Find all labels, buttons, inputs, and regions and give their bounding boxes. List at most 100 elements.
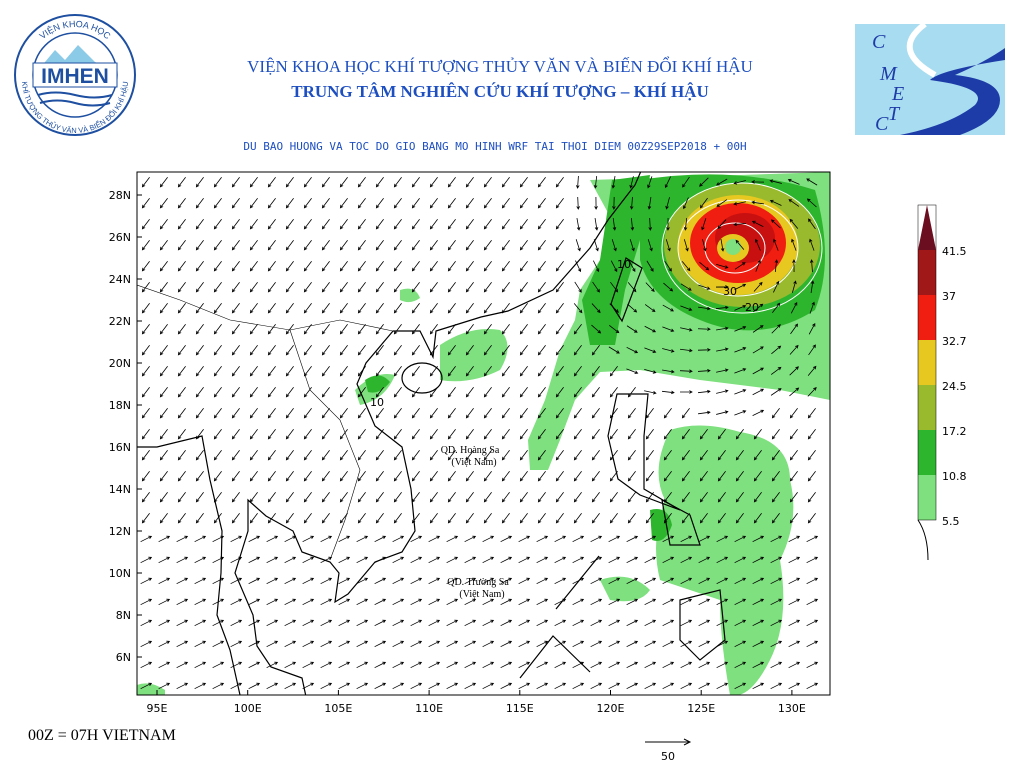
wind-arrow xyxy=(141,323,150,335)
wind-arrow xyxy=(249,428,258,440)
logo-letter: C xyxy=(875,113,889,135)
wind-arrow xyxy=(249,470,258,482)
wind-arrow xyxy=(177,344,186,356)
wind-arrow xyxy=(518,556,531,564)
wind-arrow xyxy=(593,239,599,252)
wind-arrow xyxy=(609,386,618,398)
wind-arrow xyxy=(753,303,764,313)
wind-arrow xyxy=(231,239,240,251)
wind-arrow xyxy=(610,260,618,273)
wind-arrow xyxy=(716,368,729,373)
wind-arrow xyxy=(267,491,276,503)
wind-arrow xyxy=(446,598,459,606)
wind-arrow xyxy=(482,577,495,585)
wind-arrow xyxy=(519,470,528,482)
wind-arrow xyxy=(231,260,240,272)
wind-arrow xyxy=(772,302,781,313)
wind-arrow xyxy=(158,661,171,669)
wind-arrow xyxy=(303,428,312,440)
wind-arrow xyxy=(554,619,567,627)
wind-arrow xyxy=(594,196,598,210)
wind-arrow xyxy=(465,386,474,398)
map-subtitle: DU BAO HUONG VA TOC DO GIO BANG MO HINH … xyxy=(243,140,746,153)
wind-arrow xyxy=(593,175,598,189)
wind-arrow xyxy=(284,640,297,648)
wind-arrow xyxy=(626,368,639,374)
wind-arrow xyxy=(609,449,618,461)
wind-arrow xyxy=(482,640,495,648)
wind-arrow xyxy=(666,217,670,231)
wind-arrow xyxy=(429,386,438,398)
wind-arrow xyxy=(447,428,456,440)
wind-arrow xyxy=(339,428,348,440)
wind-arrow xyxy=(213,281,222,293)
wind-arrow xyxy=(447,491,456,503)
wind-arrow xyxy=(734,326,747,332)
wind-arrow xyxy=(266,577,279,585)
wind-arrow xyxy=(752,682,765,690)
wind-arrow xyxy=(717,449,726,461)
wind-arrow xyxy=(213,470,222,482)
wind-arrow xyxy=(230,556,243,564)
legend-label: 17.2 xyxy=(942,425,967,438)
wind-arrow xyxy=(393,197,402,209)
wind-arrow xyxy=(519,323,528,335)
wind-arrow xyxy=(591,491,600,503)
map-frame xyxy=(136,171,831,696)
wind-arrow xyxy=(519,302,528,314)
wind-arrow xyxy=(519,449,528,461)
wind-arrow xyxy=(339,344,348,356)
wind-arrow xyxy=(555,407,564,419)
wind-arrow xyxy=(501,344,510,356)
wind-arrow xyxy=(176,682,189,690)
wind-arrow xyxy=(411,260,420,272)
wind-arrow xyxy=(357,386,366,398)
wind-arrow xyxy=(194,619,207,627)
wind-arrow xyxy=(357,491,366,503)
wind-arrow xyxy=(231,407,240,419)
wind-arrow xyxy=(716,682,729,690)
wind-arrow xyxy=(338,577,351,585)
wind-arrow xyxy=(591,512,600,524)
wind-arrow xyxy=(357,197,366,209)
wind-arrow xyxy=(159,344,168,356)
wind-arrow xyxy=(303,260,312,272)
wind-arrow xyxy=(680,577,693,585)
wind-arrow xyxy=(752,409,765,417)
wind-arrow xyxy=(465,197,474,209)
wind-arrow xyxy=(285,218,294,230)
wind-arrow xyxy=(213,239,222,251)
wind-arrow xyxy=(720,239,725,252)
wind-arrow xyxy=(716,178,728,186)
wind-arrow xyxy=(754,238,761,251)
wind-arrow xyxy=(213,344,222,356)
wind-arrow xyxy=(681,428,690,440)
wind-arrow xyxy=(320,619,333,627)
wind-arrow xyxy=(213,491,222,503)
wind-arrow xyxy=(575,239,581,252)
contours xyxy=(661,182,823,314)
wind-arrow xyxy=(683,239,689,252)
wind-arrow xyxy=(644,619,657,627)
wind-arrow xyxy=(446,619,459,627)
wind-arrow xyxy=(483,407,492,419)
wind-arrow xyxy=(411,449,420,461)
wind-arrow xyxy=(661,390,675,395)
wind-arrow xyxy=(320,682,333,690)
legend-label: 24.5 xyxy=(942,380,967,393)
wind-arrow xyxy=(284,661,297,669)
wind-arrow xyxy=(680,535,693,543)
wind-arrow xyxy=(267,470,276,482)
wind-arrow xyxy=(716,535,729,543)
wind-arrow xyxy=(554,556,567,564)
wind-arrow xyxy=(375,512,384,524)
wind-arrow xyxy=(339,260,348,272)
wind-arrow xyxy=(572,577,585,585)
wind-arrow xyxy=(302,598,315,606)
wind-arrow xyxy=(411,218,420,230)
wind-arrow xyxy=(734,283,747,290)
wind-arrow xyxy=(483,491,492,503)
wind-arrow xyxy=(213,197,222,209)
wind-arrow xyxy=(140,682,153,690)
wind-arrow xyxy=(428,640,441,648)
